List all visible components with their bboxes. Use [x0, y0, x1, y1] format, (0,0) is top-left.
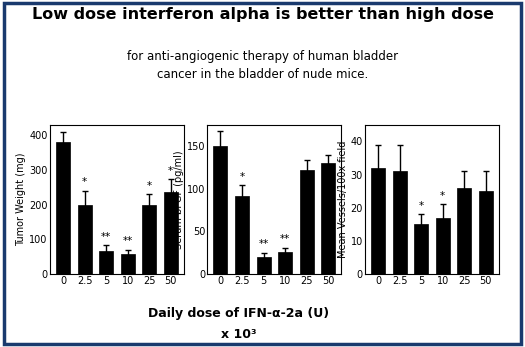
Bar	[214, 146, 227, 274]
Text: **: **	[122, 236, 133, 246]
Y-axis label: Serum bFGF (pg/ml): Serum bFGF (pg/ml)	[174, 150, 184, 249]
Bar	[278, 252, 292, 274]
Bar	[414, 225, 428, 274]
Bar	[164, 192, 177, 274]
Bar	[321, 163, 335, 274]
Bar	[235, 196, 249, 274]
Text: **: **	[280, 234, 290, 244]
Bar	[142, 205, 156, 274]
Y-axis label: Tumor Weight (mg): Tumor Weight (mg)	[16, 153, 27, 246]
Text: *: *	[239, 172, 245, 182]
Text: *: *	[418, 201, 424, 211]
Text: for anti-angiogenic therapy of human bladder
cancer in the bladder of nude mice.: for anti-angiogenic therapy of human bla…	[127, 50, 398, 81]
Text: x 10³: x 10³	[221, 328, 257, 341]
Text: **: **	[101, 231, 111, 242]
Text: *: *	[82, 177, 87, 187]
Bar	[436, 218, 449, 274]
Bar	[78, 205, 91, 274]
Text: *: *	[168, 166, 173, 176]
Bar	[371, 168, 385, 274]
Bar	[99, 251, 113, 274]
Bar	[121, 254, 134, 274]
Text: *: *	[440, 191, 445, 201]
Bar	[393, 171, 406, 274]
Bar	[479, 191, 492, 274]
Bar	[457, 188, 471, 274]
Bar	[257, 257, 270, 274]
Text: **: **	[258, 239, 269, 249]
Bar	[300, 170, 313, 274]
Bar	[56, 142, 70, 274]
Y-axis label: Mean Vessels/100x field: Mean Vessels/100x field	[338, 141, 348, 258]
Text: *: *	[146, 180, 152, 191]
Text: Low dose interferon alpha is better than high dose: Low dose interferon alpha is better than…	[32, 7, 493, 22]
Text: Daily dose of IFN-α-2a (U): Daily dose of IFN-α-2a (U)	[148, 307, 330, 320]
